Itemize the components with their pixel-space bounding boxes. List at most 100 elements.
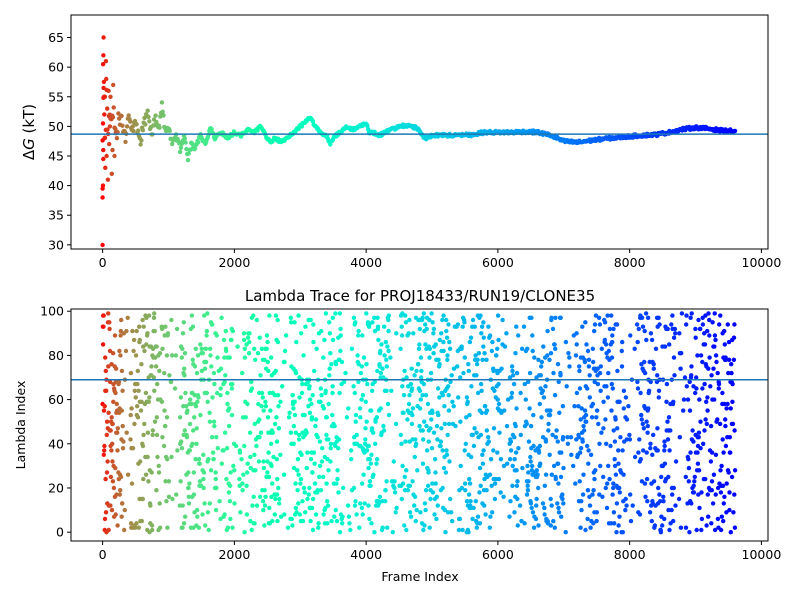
lambda-point: [718, 490, 724, 495]
lambda-point: [384, 357, 389, 362]
lambda-point: [156, 463, 161, 469]
lambda-point: [308, 317, 313, 323]
lambda-point: [610, 386, 615, 391]
lambda-point: [192, 364, 198, 369]
lambda-point: [710, 501, 716, 506]
lambda-point: [214, 435, 219, 440]
lambda-point: [252, 421, 257, 427]
lambda-point: [617, 514, 622, 519]
lambda-point: [617, 490, 622, 495]
lambda-point: [151, 315, 157, 320]
lambda-point: [635, 339, 640, 345]
lambda-point: [656, 485, 661, 491]
lambda-point: [412, 494, 418, 499]
lambda-point: [315, 488, 320, 493]
lambda-point: [265, 359, 270, 365]
lambda-point: [242, 355, 248, 360]
lambda-point: [636, 450, 641, 455]
lambda-point: [553, 476, 558, 482]
lambda-point: [149, 523, 155, 528]
lambda-point: [584, 443, 590, 449]
lambda-point: [720, 437, 725, 442]
delta-g-point: [145, 108, 150, 113]
lambda-point: [660, 523, 665, 528]
lambda-point: [609, 313, 614, 318]
delta-g-x-tick-label: 10000: [742, 255, 782, 270]
lambda-point: [313, 417, 319, 422]
lambda-point: [725, 322, 730, 327]
lambda-point: [417, 342, 422, 347]
lambda-point: [492, 388, 497, 393]
lambda-point: [122, 527, 127, 533]
lambda-point: [697, 505, 702, 511]
lambda-point: [705, 328, 710, 334]
lambda-point: [593, 468, 598, 473]
lambda-point: [542, 483, 547, 488]
lambda-point: [512, 457, 517, 462]
lambda-point: [458, 375, 463, 380]
lambda-point: [590, 346, 595, 351]
lambda-point: [294, 510, 299, 515]
lambda-point: [467, 412, 472, 418]
lambda-point: [367, 322, 372, 327]
lambda-point: [251, 313, 256, 318]
lambda-point: [151, 375, 156, 380]
lambda-point: [662, 461, 668, 466]
lambda-point: [273, 496, 278, 502]
lambda-point: [238, 510, 243, 515]
lambda-point: [420, 428, 425, 433]
lambda-point: [182, 428, 187, 433]
lambda-point: [446, 384, 451, 389]
lambda-point: [274, 457, 279, 462]
lambda-point: [243, 415, 248, 420]
lambda-point: [142, 421, 147, 427]
lambda-y-tick-label: 40: [48, 436, 64, 451]
lambda-point: [621, 406, 626, 411]
lambda-point: [346, 406, 351, 411]
lambda-point: [639, 315, 645, 320]
lambda-point: [260, 499, 266, 504]
delta-g-x-tick-label: 8000: [614, 255, 646, 270]
lambda-point: [656, 315, 661, 320]
lambda-point: [671, 355, 677, 360]
lambda-panel: Lambda Trace for PROJ18433/RUN19/CLONE35…: [13, 287, 781, 584]
lambda-point: [615, 368, 620, 374]
lambda-point: [529, 505, 534, 511]
lambda-point: [711, 472, 717, 477]
lambda-point: [665, 419, 670, 424]
lambda-point: [212, 423, 217, 429]
lambda-point: [527, 370, 533, 376]
lambda-point: [567, 355, 572, 360]
lambda-point: [731, 357, 737, 362]
lambda-point: [644, 476, 650, 482]
lambda-point: [701, 441, 706, 446]
delta-g-point: [140, 128, 146, 133]
lambda-point: [407, 393, 412, 398]
lambda-point: [494, 353, 499, 358]
lambda-point: [483, 404, 488, 409]
lambda-point: [637, 437, 642, 442]
lambda-point: [577, 450, 583, 455]
lambda-point: [300, 518, 306, 524]
lambda-point: [149, 470, 154, 475]
lambda-point: [155, 381, 160, 387]
lambda-point: [195, 514, 200, 519]
lambda-point: [671, 485, 676, 491]
lambda-point: [726, 357, 732, 362]
lambda-point: [475, 357, 480, 362]
lambda-point: [543, 384, 548, 389]
delta-g-point: [732, 128, 738, 134]
lambda-point: [285, 525, 291, 530]
lambda-point: [696, 435, 701, 440]
lambda-point: [189, 313, 195, 318]
lambda-point: [686, 479, 691, 484]
lambda-point: [689, 364, 694, 369]
lambda-point: [621, 388, 627, 393]
lambda-point: [661, 494, 666, 499]
lambda-point: [272, 512, 277, 517]
lambda-point: [399, 324, 404, 329]
lambda-point: [351, 315, 357, 320]
lambda-point: [195, 353, 201, 358]
lambda-point: [365, 381, 370, 387]
lambda-point: [432, 457, 438, 462]
